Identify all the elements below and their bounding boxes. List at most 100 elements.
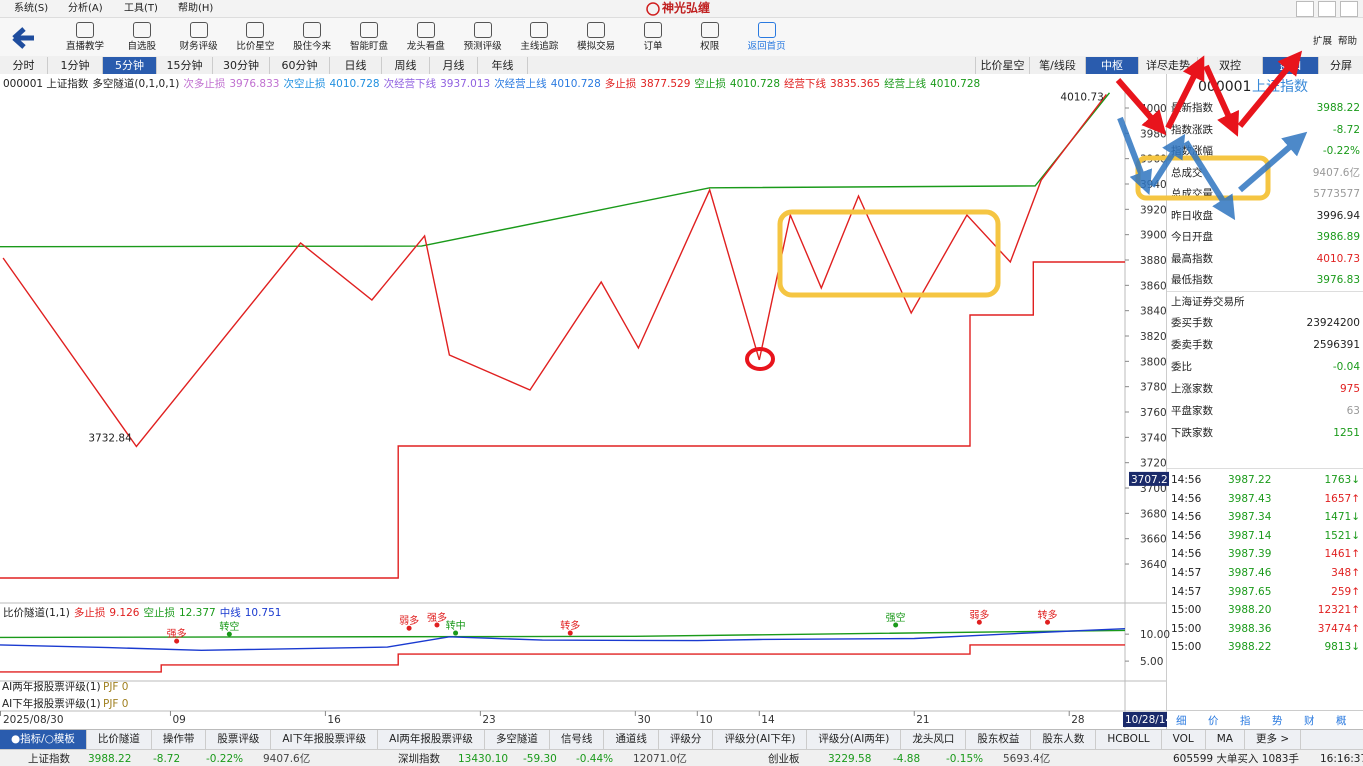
indicator-tab[interactable]: 股东人数 <box>1031 730 1097 749</box>
view-tab[interactable]: 中枢 <box>1085 57 1138 74</box>
panel-tab[interactable]: 概 <box>1336 715 1347 727</box>
indicator-tab[interactable]: 信号线 <box>550 730 605 749</box>
toolbar-icon[interactable] <box>246 22 265 38</box>
window-button[interactable] <box>1318 1 1336 17</box>
toolbar-label[interactable]: 股住今来 <box>293 41 332 52</box>
quote-value: 1251 <box>1333 427 1360 439</box>
view-tab[interactable]: 分屏 <box>1318 57 1363 74</box>
indicator-tab[interactable]: 通道线 <box>604 730 659 749</box>
quote-label: 平盘家数 <box>1171 405 1213 417</box>
status-item: -0.44% <box>576 753 614 765</box>
menu-item[interactable]: 系统(S) <box>14 3 49 14</box>
signal-dot <box>567 630 573 636</box>
toolbar-label[interactable]: 智能盯盘 <box>349 41 388 52</box>
quote-code: 000001 <box>1198 79 1252 95</box>
toolbar-icon[interactable] <box>700 22 719 38</box>
panel-tab[interactable]: 势 <box>1272 715 1283 727</box>
quote-label: 昨日收盘 <box>1171 209 1213 222</box>
toolbar-label[interactable]: 返回首页 <box>747 41 786 52</box>
toolbar-icon[interactable] <box>76 22 94 38</box>
back-button[interactable] <box>12 27 34 49</box>
view-tab[interactable]: 笔/线段 <box>1029 57 1085 74</box>
toolbar-label[interactable]: 权限 <box>700 41 720 52</box>
toolbar-icon[interactable] <box>530 22 549 38</box>
toolbar-label[interactable]: 自选股 <box>127 41 157 52</box>
menu-item[interactable]: 分析(A) <box>68 3 103 14</box>
indicator-tab[interactable]: 更多 > <box>1245 730 1302 749</box>
panel-tab[interactable]: 财 <box>1304 715 1315 727</box>
toolbar-label[interactable]: 主线追踪 <box>520 41 559 52</box>
toolbar-icon[interactable] <box>360 22 378 38</box>
toolbar-right-item[interactable]: 帮助 <box>1338 36 1358 47</box>
window-button[interactable] <box>1340 1 1358 17</box>
indicator-tab[interactable]: ●指标/○模板 <box>0 730 87 749</box>
toolbar-label[interactable]: 模拟交易 <box>577 41 616 52</box>
panel-tab[interactable]: 价 <box>1208 715 1219 727</box>
period-tab[interactable]: 5分钟 <box>103 57 157 74</box>
status-item: -59.30 <box>523 753 557 765</box>
view-tab[interactable]: 详尽走势 <box>1138 57 1197 74</box>
toolbar-icon[interactable] <box>189 22 208 38</box>
period-tab[interactable]: 15分钟 <box>157 57 213 74</box>
view-tab[interactable]: 比价星空 <box>975 57 1029 74</box>
period-tab[interactable]: 60分钟 <box>270 57 330 74</box>
toolbar-icon[interactable] <box>757 22 776 38</box>
signal-label: 强多 <box>427 611 447 624</box>
indicator-tab[interactable]: 评级分(AI两年) <box>807 730 902 749</box>
view-tab[interactable]: 双控 <box>1197 57 1262 74</box>
period-tab[interactable]: 分时 <box>0 57 48 74</box>
quote-label: 最新指数 <box>1171 102 1213 114</box>
indicator-tab[interactable]: AI两年报股票评级 <box>378 730 485 749</box>
period-tab[interactable]: 周线 <box>382 57 430 74</box>
toolbar-icon[interactable] <box>644 22 662 38</box>
toolbar-label[interactable]: 龙头看盘 <box>406 41 445 52</box>
toolbar-icon[interactable] <box>587 22 606 38</box>
y-tick-label: 10.00 <box>1140 629 1170 641</box>
indicator-tab[interactable]: 股票评级 <box>206 730 272 749</box>
indicator-tab[interactable]: 龙头风口 <box>901 730 967 749</box>
indicator-tab[interactable]: 多空隧道 <box>485 730 550 749</box>
toolbar-label[interactable]: 财务评级 <box>179 41 218 52</box>
legend-name: 次经营下线 <box>383 78 437 90</box>
legend-value: 3877.529 <box>640 78 691 90</box>
app-logo <box>646 2 660 16</box>
period-tab[interactable]: 1分钟 <box>48 57 103 74</box>
indicator-tab[interactable]: 比价隧道 <box>87 730 152 749</box>
window-button[interactable] <box>1296 1 1314 17</box>
panel-tab[interactable]: 细 <box>1176 715 1187 727</box>
indicator-tab[interactable]: 股东权益 <box>966 730 1032 749</box>
toolbar-label[interactable]: 直播教学 <box>65 41 104 52</box>
menu-item[interactable]: 工具(T) <box>124 3 158 14</box>
legend-value: 4010.728 <box>930 78 981 90</box>
cursor-label: 10/28/14 <box>1125 714 1172 726</box>
signal-dot <box>453 630 459 636</box>
indicator-tab[interactable]: VOL <box>1162 730 1206 749</box>
period-tab[interactable]: 年线 <box>478 57 528 74</box>
toolbar-icon[interactable] <box>132 22 151 38</box>
menu-item[interactable]: 帮助(H) <box>178 3 214 14</box>
x-tick-label: 21 <box>916 714 929 726</box>
period-tab[interactable]: 月线 <box>430 57 478 74</box>
toolbar-right-item[interactable]: 扩展 <box>1313 36 1333 47</box>
toolbar-icon[interactable] <box>303 22 322 38</box>
indicator-tab[interactable]: 评级分 <box>659 730 714 749</box>
indicator-tab[interactable]: AI下年报股票评级 <box>271 730 379 749</box>
y-tick-label: 3700 <box>1140 483 1167 495</box>
period-tab[interactable]: 30分钟 <box>213 57 270 74</box>
toolbar-label[interactable]: 比价星空 <box>236 41 275 52</box>
toolbar-icon[interactable] <box>416 22 435 38</box>
toolbar-label[interactable]: 预测评级 <box>463 41 502 52</box>
indicator-tab[interactable]: 操作带 <box>152 730 207 749</box>
indicator-tab[interactable]: HCBOLL <box>1096 730 1162 749</box>
period-tab[interactable]: 日线 <box>330 57 382 74</box>
toolbar-label[interactable]: 订单 <box>643 41 663 52</box>
status-item: 深圳指数 <box>398 753 440 765</box>
panel-tab[interactable]: 指 <box>1240 715 1251 727</box>
indicator-tab[interactable]: MA <box>1206 730 1245 749</box>
view-tab[interactable]: 盘口 <box>1262 57 1318 74</box>
toolbar-icon[interactable] <box>473 22 492 38</box>
legend-name: 空止损 <box>694 78 726 90</box>
indicator-tab[interactable]: 评级分(AI下年) <box>713 730 808 749</box>
status-item: 5693.4亿 <box>1003 753 1051 765</box>
price-tag-box <box>1129 471 1169 486</box>
